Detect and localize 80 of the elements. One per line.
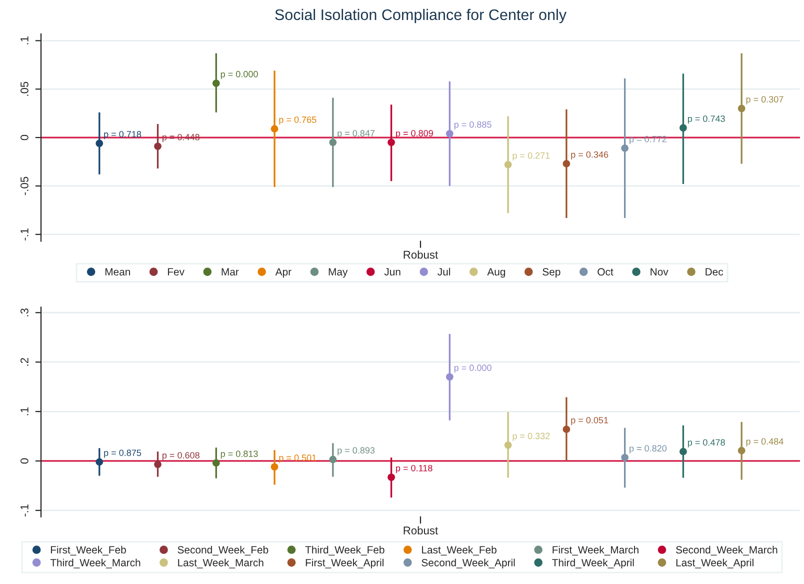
legend-label: Jul <box>438 268 450 276</box>
annotation: p = 0.875 <box>104 450 142 458</box>
point <box>388 474 395 481</box>
y-tick-label: .1 <box>20 407 28 416</box>
annotation: p = 0.608 <box>162 452 200 460</box>
annotation: p = 0.809 <box>396 130 433 138</box>
y-tick-label: 0 <box>20 134 28 140</box>
point <box>212 80 220 87</box>
annotation: p = 0.820 <box>630 445 667 454</box>
point <box>738 104 746 112</box>
point <box>96 458 104 466</box>
point <box>562 160 570 168</box>
y-tick-label: -.1 <box>20 504 28 516</box>
annotation: p = 0.271 <box>512 152 550 160</box>
y-tick-label: -.05 <box>20 176 28 196</box>
y-tick-label: .1 <box>20 36 28 44</box>
annotation: p = 0.484 <box>746 438 784 446</box>
y-tick-label: -.1 <box>20 228 28 240</box>
point <box>446 373 454 381</box>
point <box>562 426 570 433</box>
legend-label: Second_Week_Feb <box>178 546 268 556</box>
legend-label: Oct <box>598 268 614 276</box>
point <box>738 446 746 454</box>
point <box>680 448 687 456</box>
point <box>329 138 337 146</box>
point <box>621 144 629 152</box>
annotation: p = 0.743 <box>688 116 725 124</box>
legend-label: Nov <box>650 268 668 276</box>
annotation: p = 0.332 <box>512 432 550 441</box>
annotation: p = 0.885 <box>454 121 492 130</box>
annotation: p = 0.893 <box>338 447 375 456</box>
legend-label: Fev <box>168 268 184 276</box>
y-tick-label: .05 <box>20 82 28 96</box>
legend-label: Second_Week_March <box>676 546 778 556</box>
chart-title: Social Isolation Compliance for Center only <box>275 8 567 24</box>
legend-label: Second_Week_April <box>422 558 515 568</box>
y-tick-label: 0 <box>20 458 28 464</box>
point <box>388 138 395 146</box>
legend-label: Jun <box>384 268 400 276</box>
annotation: p = 0.000 <box>454 364 492 373</box>
legend-label: Last_Week_Feb <box>422 546 496 556</box>
legend-label: First_Week_April <box>306 558 384 568</box>
point <box>154 142 162 150</box>
text: Robust <box>404 526 438 534</box>
legend-label: Third_Week_March <box>50 558 140 568</box>
point <box>329 456 337 464</box>
legend-label: Mean <box>105 268 130 276</box>
y-tick-label: .2 <box>20 358 28 366</box>
legend-label: Third_Week_Feb <box>305 546 384 556</box>
annotation: p = 0.478 <box>688 439 725 448</box>
legend-label: Third_Week_April <box>552 558 634 568</box>
point <box>212 459 220 467</box>
legend-label: Sep <box>542 268 560 278</box>
legend-label: May <box>328 268 348 278</box>
annotation: p = 0.307 <box>746 96 784 104</box>
point <box>446 130 454 138</box>
legend-label: Mar <box>222 268 239 276</box>
legend-label: Last_Week_April <box>676 558 754 568</box>
legend-label: Aug <box>487 268 506 278</box>
point <box>621 454 629 462</box>
point <box>504 441 512 449</box>
y-tick-label: .3 <box>20 308 28 316</box>
legend-label: Dec <box>706 268 724 276</box>
point <box>680 124 687 132</box>
point <box>270 463 278 471</box>
point <box>270 125 278 132</box>
point <box>96 140 104 148</box>
text: Robust <box>404 250 438 259</box>
legend-label: Last_Week_March <box>178 558 264 568</box>
point <box>154 460 162 468</box>
annotation: p = 0.765 <box>279 116 316 125</box>
annotation: p = 0.813 <box>220 450 258 459</box>
annotation: p = 0.346 <box>571 151 608 160</box>
legend-label: Apr <box>275 268 292 278</box>
annotation: p = 0.051 <box>571 416 608 426</box>
annotation: p = 0.000 <box>220 70 258 80</box>
legend-label: First_Week_March <box>552 546 638 556</box>
annotation: p = 0.118 <box>396 464 432 474</box>
legend-label: First_Week_Feb <box>50 546 126 556</box>
point <box>504 160 512 168</box>
